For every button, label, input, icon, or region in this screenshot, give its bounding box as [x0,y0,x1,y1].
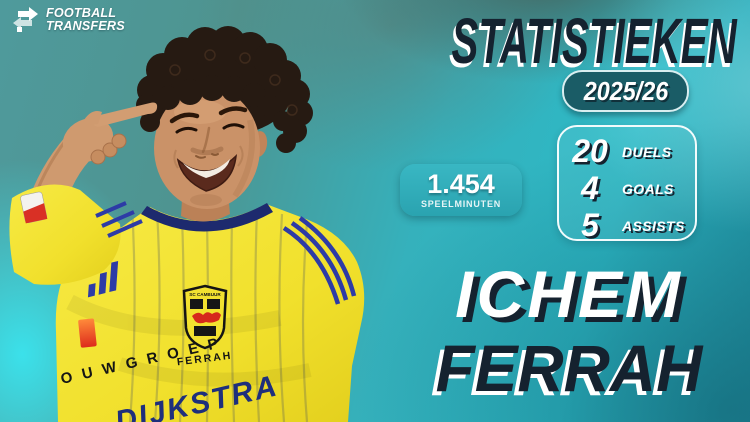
page-title: STATISTIEKEN [451,5,737,77]
season-badge-text: 2025/26 [583,75,668,106]
transfer-arrows-icon [13,7,38,32]
minutes-badge: 1.454 SPEELMINUTEN [400,164,522,216]
minutes-label: SPEELMINUTEN [420,199,502,209]
brand-line2: TRANSFERS [46,18,125,33]
jersey-collar [141,203,273,232]
player-photo: SC CAMBUUR FERRAH OUWGROEP DIJKSTRA [9,26,365,422]
brand-logo: FOOTBALL TRANSFERS [12,6,127,32]
stat-value: 5 [581,207,599,243]
player-first-name: ICHEM [455,257,683,332]
crest-lion [192,312,221,324]
stat-label: ASSISTS [622,217,685,234]
jersey-shoulder-stripes [282,216,357,305]
stat-value: 20 [572,133,608,169]
pointing-finger [92,102,158,127]
stat-value: 4 [581,170,599,206]
crest-club-name: SC CAMBUUR [189,292,221,297]
player-head [136,26,313,209]
stat-row-goals: 4 GOALS [567,170,687,207]
player-last-name: FERRAH [435,331,703,406]
player-facial-features [169,106,248,206]
minutes-value: 1.454 [427,169,495,199]
hair-highlights [169,49,298,116]
player-hair-fringe [136,75,293,132]
club-crest: SC CAMBUUR [182,284,228,350]
season-badge: 2025/26 [562,70,689,112]
stat-row-assists: 5 ASSISTS [567,207,687,244]
stat-row-duels: 20 DUELS [567,133,687,170]
sleeve-badge [20,191,48,224]
adidas-logo [87,260,119,298]
league-patch [78,318,97,348]
jersey: SC CAMBUUR FERRAH OUWGROEP DIJKSTRA [55,203,365,422]
player-name: ICHEM FERRAH [404,257,734,406]
stat-label: DUELS [622,143,672,160]
brand-line1: FOOTBALL [46,5,117,20]
stat-label: GOALS [622,180,674,197]
player-left-sleeve [9,184,143,285]
stats-panel: 20 DUELS 4 GOALS 5 ASSISTS [557,125,697,244]
